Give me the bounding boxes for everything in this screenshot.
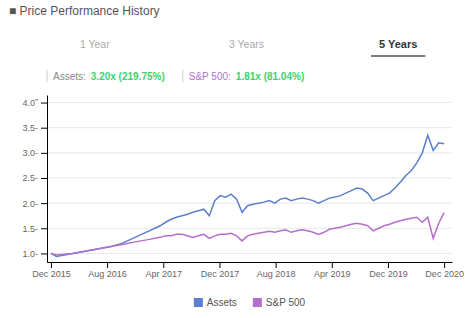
x-tick-mark: [388, 262, 389, 268]
x-tick-label: Aug 2018: [257, 269, 296, 279]
y-tick: 1.5-: [22, 224, 47, 234]
x-tick: Dec 2015: [32, 262, 71, 279]
tab-underline: [371, 55, 425, 57]
x-tick-label: Dec 2020: [425, 269, 464, 279]
x-tick: Aug 2018: [257, 262, 296, 279]
legend-swatch: [194, 298, 203, 307]
y-tick: 1.0-: [22, 249, 47, 259]
tab-label: 1 Year: [80, 38, 110, 50]
y-tick: 4.0˜: [22, 98, 47, 108]
x-tick-label: Aug 2016: [88, 269, 127, 279]
x-tick: Apr 2019: [314, 262, 351, 279]
grid-line: [47, 203, 452, 204]
tab-label: 5 Years: [379, 38, 417, 50]
x-tick: Dec 2019: [369, 262, 408, 279]
x-tick-label: Apr 2017: [146, 269, 183, 279]
legend-label: S&P 500: [266, 297, 306, 308]
title: ■ Price Performance History: [9, 4, 160, 18]
x-tick: Dec 2017: [201, 262, 240, 279]
x-tick-mark: [332, 262, 333, 268]
x-tick-mark: [107, 262, 108, 268]
y-tick-label: 1.5-: [22, 224, 38, 234]
legend-item: Assets: [194, 297, 237, 308]
x-tick-label: Dec 2019: [369, 269, 408, 279]
y-tick-label: 3.0-: [22, 148, 38, 158]
y-tick: 3.5-: [22, 123, 47, 133]
chart: ■ Price Performance History 1 Year 3 Years…: [0, 0, 474, 318]
stat-value: 3.20x (219.75%): [91, 71, 165, 82]
y-tick-mark: [41, 128, 47, 129]
grid-line: [47, 253, 452, 254]
grid-line: [47, 102, 452, 103]
separator: [182, 70, 183, 82]
x-tick: Apr 2017: [146, 262, 183, 279]
x-tick-label: Dec 2015: [32, 269, 71, 279]
x-tick-mark: [51, 262, 52, 268]
x-tick-mark: [219, 262, 220, 268]
stat-tag: Assets:: [53, 71, 86, 82]
y-tick-label: 2.5-: [22, 173, 38, 183]
x-tick-mark: [163, 262, 164, 268]
y-tick-label: 3.5-: [22, 123, 38, 133]
grid: [47, 103, 452, 254]
x-axis-line: [48, 262, 453, 263]
x-tick: Dec 2020: [425, 262, 464, 279]
grid-line: [47, 228, 452, 229]
x-tick: Aug 2016: [88, 262, 127, 279]
x-tick-label: Apr 2019: [314, 269, 351, 279]
grid-line: [47, 152, 452, 153]
y-tick-label: 2.0-: [22, 199, 38, 209]
legend: Assets S&P 500: [194, 297, 306, 308]
y-tick: 2.5-: [22, 173, 47, 183]
series-line: [51, 135, 444, 256]
legend-item: S&P 500: [253, 297, 306, 308]
x-tick-mark: [276, 262, 277, 268]
tab-label: 3 Years: [229, 38, 264, 50]
legend-label: Assets: [207, 297, 237, 308]
y-tick-mark: [41, 153, 47, 154]
y-tick-mark: [41, 203, 47, 204]
x-axis: Dec 2015 Aug 2016 Apr 2017 Dec 2017 Aug 2018…: [32, 262, 464, 279]
y-axis-line: [47, 96, 48, 263]
y-tick-mark: [41, 253, 47, 254]
separator: [47, 70, 48, 82]
y-tick-mark: [41, 228, 47, 229]
grid-line: [47, 177, 452, 178]
y-tick: 2.0-: [22, 199, 47, 209]
stat-tag: S&P 500:: [189, 71, 231, 82]
x-tick-label: Dec 2017: [201, 269, 240, 279]
y-tick-label: 1.0-: [22, 249, 38, 259]
x-tick-mark: [444, 262, 445, 268]
series-line: [51, 213, 444, 255]
y-tick-label: 4.0˜: [22, 98, 39, 108]
plot-area: [51, 135, 444, 256]
stat-value: 1.81x (81.04%): [236, 71, 304, 82]
y-tick-mark: [41, 103, 47, 104]
legend-swatch: [253, 298, 262, 307]
grid-line: [47, 127, 452, 128]
y-tick: 3.0-: [22, 148, 47, 158]
y-axis: 1.0- 1.5- 2.0- 2.5- 3.0- 3.5- 4.0˜: [22, 96, 47, 263]
y-tick-mark: [41, 178, 47, 179]
